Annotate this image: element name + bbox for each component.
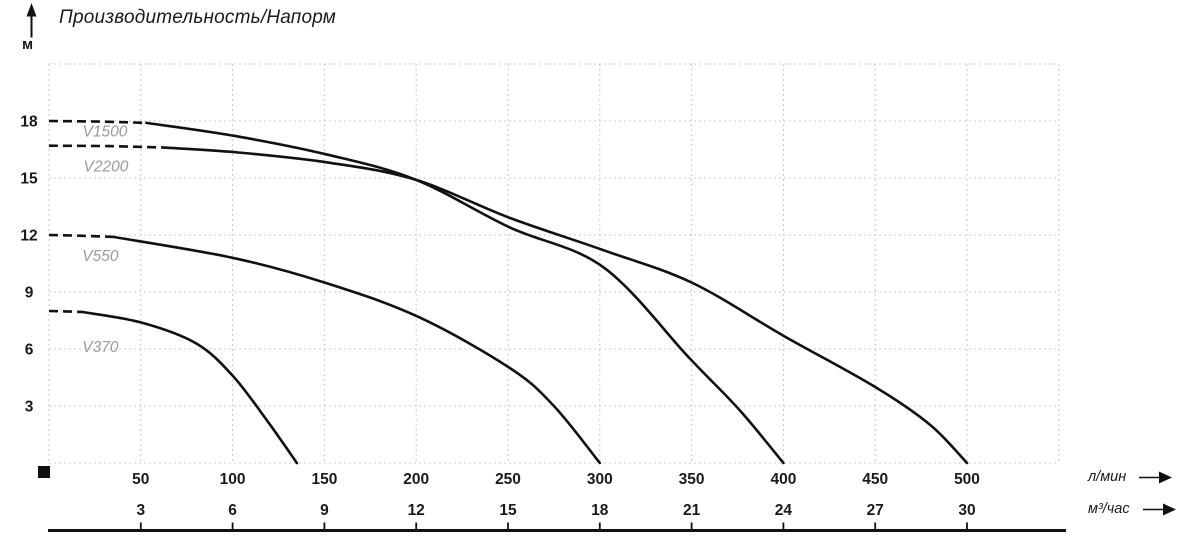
y-axis-tick-label: 3 xyxy=(25,399,34,416)
y-axis-tick-label: 12 xyxy=(20,228,37,245)
x-axis-secondary-tick-label: 24 xyxy=(775,502,793,519)
x-axis-primary-tick-label: 100 xyxy=(220,471,246,488)
x-axis-secondary-tick-label: 9 xyxy=(320,502,329,519)
chart-header: Производительность/Напорм xyxy=(25,2,336,38)
curve-label-V2200: V2200 xyxy=(84,159,129,176)
curve-label-V1500: V1500 xyxy=(83,123,128,140)
y-axis-unit-label: м xyxy=(22,36,34,53)
pump-curve-V1500 xyxy=(145,121,785,465)
x-axis-secondary-tick-label: 18 xyxy=(591,502,609,519)
x-axis-secondary-tick-label: 30 xyxy=(958,502,975,519)
x-axis-primary-tick-label: 50 xyxy=(132,471,149,488)
x-axis-secondary-tick-label: 15 xyxy=(499,502,517,519)
origin-square-marker xyxy=(38,466,50,478)
x-axis-primary-tick-label: 450 xyxy=(862,471,888,488)
x-axis-primary-unit: л/мин xyxy=(1088,469,1173,485)
pump-curve-dashed-V370 xyxy=(48,309,83,314)
pump-curve-dashed-V2200 xyxy=(48,144,165,149)
x-axis-secondary-tick-label: 21 xyxy=(683,502,701,519)
y-axis-tick-label: 15 xyxy=(20,171,38,188)
x-axis-secondary-tick-label: 12 xyxy=(408,502,425,519)
pump-curve-V370 xyxy=(80,310,299,465)
x-axis-primary-tick-label: 500 xyxy=(954,471,980,488)
x-axis-primary-tick-label: 300 xyxy=(587,471,613,488)
x-axis-secondary-unit: м³/час xyxy=(1088,501,1177,517)
x-axis-primary-tick-label: 250 xyxy=(495,471,521,488)
x-axis-primary-unit-label: л/мин xyxy=(1088,469,1127,485)
x-axis-primary-tick-label: 150 xyxy=(311,471,337,488)
y-axis-tick-label: 6 xyxy=(25,342,34,359)
pump-curve-dashed-V550 xyxy=(48,233,114,239)
arrow-up-icon xyxy=(26,3,37,38)
x-axis-secondary-tick-label: 27 xyxy=(867,502,884,519)
y-axis-tick-label: 9 xyxy=(25,285,34,302)
pump-curve-V550 xyxy=(112,235,602,465)
curve-label-V550: V550 xyxy=(82,248,119,265)
pump-curve-V2200 xyxy=(163,146,969,465)
arrow-right-icon xyxy=(1139,471,1173,483)
x-axis-secondary-tick-label: 3 xyxy=(136,502,145,519)
arrow-right-icon xyxy=(1142,503,1176,515)
x-axis-primary-tick-label: 350 xyxy=(679,471,705,488)
y-axis-tick-label: 18 xyxy=(20,114,38,131)
x-axis-primary-tick-label: 200 xyxy=(403,471,429,488)
chart-title: Производительность/Напорм xyxy=(59,7,337,28)
x-axis-secondary-unit-label: м³/час xyxy=(1088,501,1130,517)
x-axis-secondary-tick-label: 6 xyxy=(228,502,237,519)
curve-label-V370: V370 xyxy=(82,339,119,356)
x-axis-primary-tick-label: 400 xyxy=(770,471,796,488)
pump-curve-dashed-V1500 xyxy=(48,119,147,125)
